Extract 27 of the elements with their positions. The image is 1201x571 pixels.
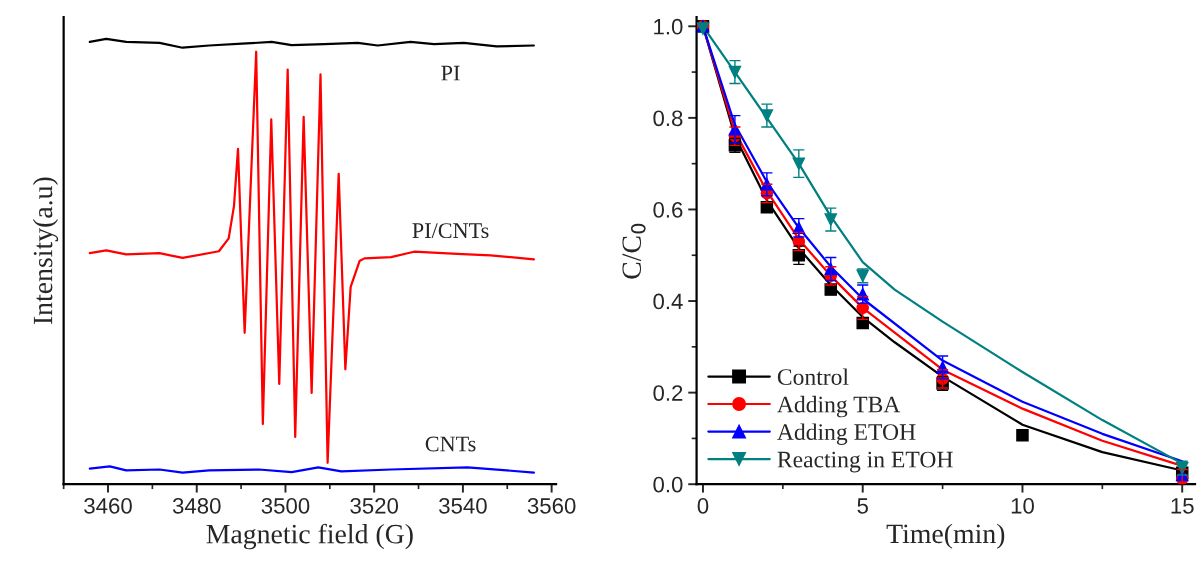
legend-label: Reacting in ETOH: [777, 451, 953, 473]
series-label: PI: [441, 65, 460, 81]
x-tick-label: 15: [1171, 498, 1194, 514]
x-tick-label: 0: [697, 497, 709, 514]
series-label: CNTs: [425, 436, 476, 452]
x-tick-label: 3560: [527, 497, 576, 514]
y-axis-title: C/C$_{0}$: [622, 223, 646, 279]
legend-label: Control: [777, 368, 849, 386]
y-tick-label: 0.4: [653, 293, 683, 310]
x-tick-label: 3500: [261, 497, 310, 514]
legend-label: Adding ETOH: [777, 423, 916, 445]
x-tick-label: 3520: [350, 497, 399, 514]
y-tick-label: 0.8: [653, 110, 683, 127]
y-tick-label: 0.0: [653, 476, 683, 493]
y-axis-title: Intensity(a.u): [32, 177, 59, 325]
y-tick-label: 0.6: [653, 201, 683, 218]
x-tick-label: 5: [857, 498, 868, 514]
x-tick-label: 3480: [172, 497, 221, 514]
x-tick-label: 3460: [84, 497, 132, 514]
series-label: PI/CNTs: [412, 223, 489, 239]
y-tick-label: 1.0: [654, 18, 683, 35]
legend-label: Adding TBA: [777, 395, 901, 418]
y-tick-label: 0.2: [653, 385, 683, 401]
x-tick-label: 3540: [439, 497, 487, 514]
x-axis-title: Magnetic field (G): [206, 523, 413, 550]
x-tick-label: 10: [1011, 497, 1034, 514]
x-axis-title: Time(min): [886, 523, 1005, 549]
